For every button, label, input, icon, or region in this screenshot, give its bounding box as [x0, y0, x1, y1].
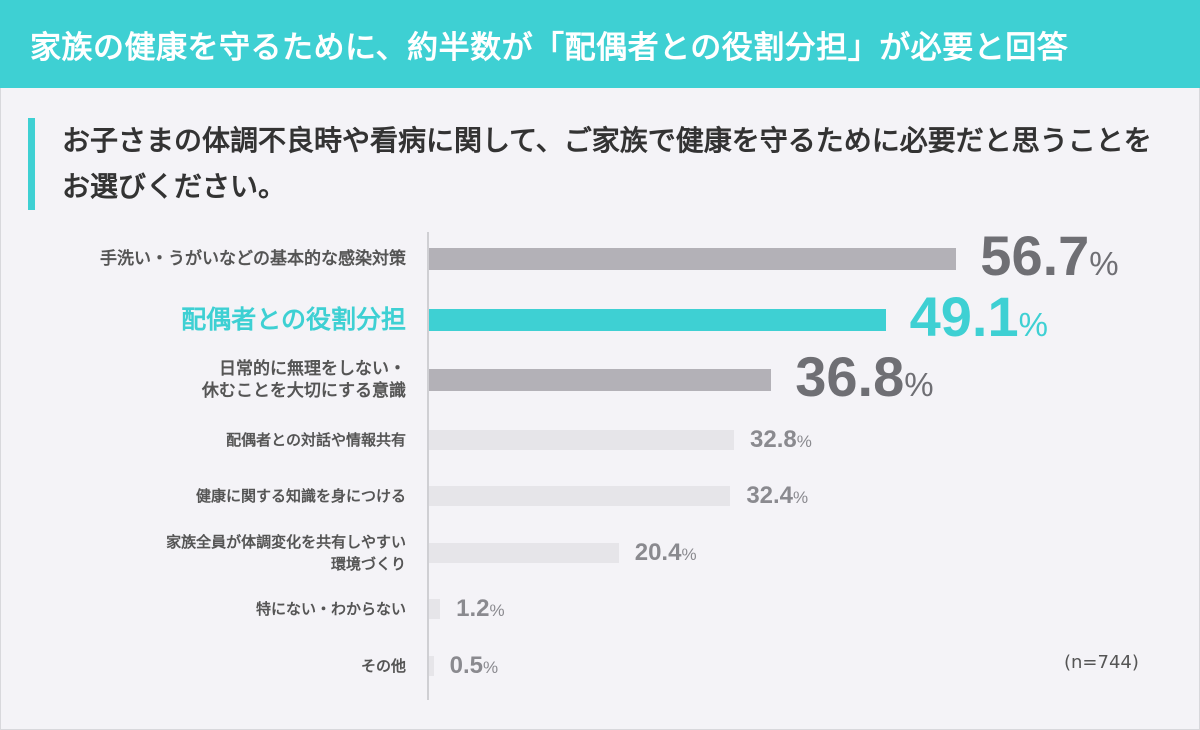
- value-number: 49.1: [909, 285, 1019, 348]
- category-label-line: その他: [360, 657, 406, 675]
- bar: [429, 486, 731, 506]
- value-number: 56.7: [980, 224, 1090, 287]
- y-axis-line: [427, 232, 429, 700]
- category-label-line: 特にない・わからない: [255, 600, 406, 618]
- banner-title: 家族の健康を守るために、約半数が「配偶者との役割分担」が必要と回答: [30, 30, 1069, 66]
- category-label-line: 配偶者との役割分担: [181, 305, 406, 334]
- category-label: 特にない・わからない: [256, 598, 406, 620]
- value-number: 32.4: [746, 482, 794, 509]
- value-number: 20.4: [634, 539, 682, 566]
- bar: [429, 248, 957, 270]
- percent-unit: %: [904, 366, 934, 403]
- category-label-line: 配偶者との対話や情報共有: [226, 431, 406, 449]
- category-label-line: 環境づくり: [330, 555, 406, 573]
- sample-size-note: (n=744): [1064, 652, 1139, 673]
- value-number: 36.8: [795, 345, 905, 408]
- percent-unit: %: [1018, 306, 1048, 343]
- value-number: 32.8: [750, 426, 797, 453]
- category-label-line: 休むことを大切にする意識: [201, 381, 406, 401]
- category-label: 家族全員が体調変化を共有しやすい環境づくり: [166, 531, 406, 575]
- category-label-line: 健康に関する知識を身につける: [195, 487, 406, 505]
- category-label: 日常的に無理をしない・ 休むことを大切にする意識: [202, 358, 406, 402]
- value-label: 1.2%: [456, 597, 505, 624]
- percent-unit: %: [1089, 245, 1119, 282]
- bar: [429, 656, 434, 676]
- value-label: 0.5%: [450, 654, 499, 681]
- percent-unit: %: [793, 488, 809, 507]
- bar: [429, 369, 772, 391]
- percent-unit: %: [483, 658, 499, 677]
- category-label-line: 家族全員が体調変化を共有しやすい: [166, 533, 406, 551]
- category-label-line: 日常的に無理をしない・: [219, 359, 406, 379]
- bar: [429, 430, 735, 450]
- category-label-line: 手洗い・うがいなどの基本的な感染対策: [100, 249, 406, 269]
- category-label: 手洗い・うがいなどの基本的な感染対策: [100, 248, 406, 270]
- value-label: 32.4%: [746, 484, 808, 511]
- question-text: お子さまの体調不良時や看病に関して、ご家族で健康を守るために必要だと思うことをお…: [62, 124, 1152, 203]
- category-label: その他: [361, 655, 406, 677]
- category-label: 配偶者との対話や情報共有: [226, 429, 406, 451]
- value-label: 56.7%: [980, 228, 1118, 299]
- category-label: 配偶者との役割分担: [181, 304, 406, 336]
- bar: [429, 309, 886, 331]
- percent-unit: %: [681, 545, 697, 564]
- category-label: 健康に関する知識を身につける: [196, 485, 406, 507]
- bar: [429, 543, 619, 563]
- percent-unit: %: [796, 432, 812, 451]
- title-banner: 家族の健康を守るために、約半数が「配偶者との役割分担」が必要と回答: [0, 0, 1200, 88]
- value-number: 1.2: [456, 595, 490, 622]
- percent-unit: %: [489, 601, 505, 620]
- question-accent-bar: [28, 118, 35, 210]
- value-label: 20.4%: [635, 541, 697, 568]
- value-number: 0.5: [449, 652, 484, 679]
- value-label: 36.8%: [795, 349, 933, 420]
- bar: [429, 599, 441, 619]
- value-label: 32.8%: [750, 428, 812, 455]
- value-label: 49.1%: [910, 289, 1048, 360]
